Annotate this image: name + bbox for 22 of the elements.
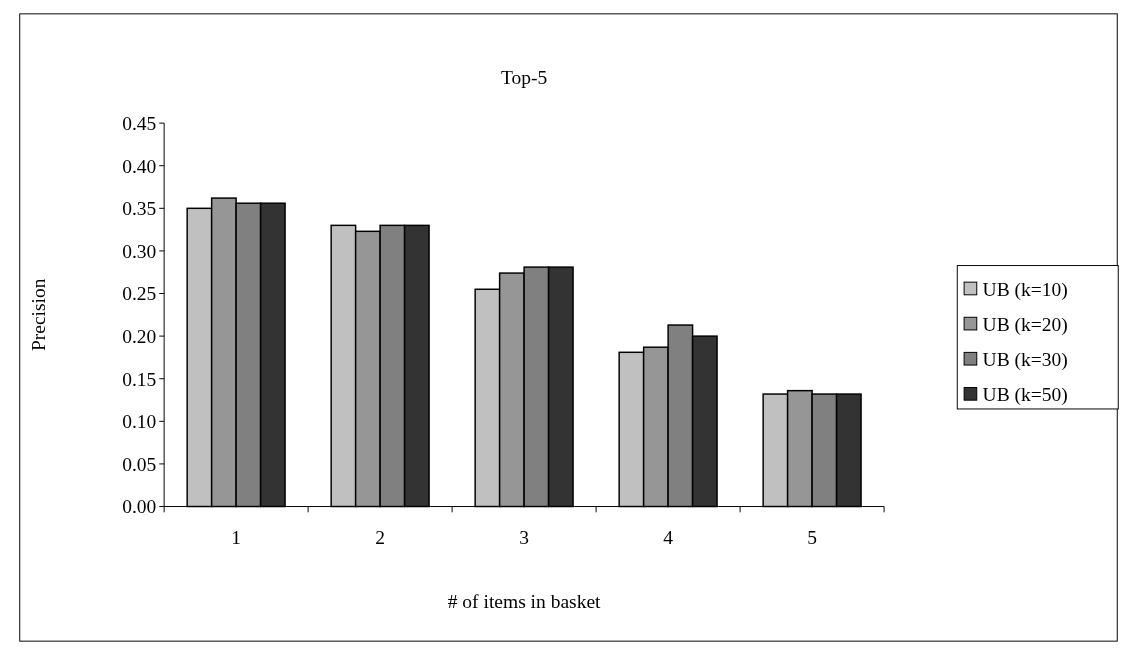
x-tick-label: 2 <box>375 526 385 548</box>
legend-label: UB (k=20) <box>982 313 1068 336</box>
y-tick-label: 0.45 <box>122 112 157 134</box>
x-tick-label: 5 <box>807 526 817 548</box>
y-tick-label: 0.30 <box>122 240 157 262</box>
legend-label: UB (k=10) <box>982 278 1068 301</box>
y-axis-title: Precision <box>28 278 50 352</box>
y-tick-label: 0.25 <box>122 283 157 305</box>
y-tick-label: 0.15 <box>122 368 157 390</box>
y-tick-label: 0.20 <box>122 325 157 347</box>
y-tick-label: 0.05 <box>122 453 157 475</box>
y-tick-label: 0.40 <box>122 155 157 177</box>
y-tick-label: 0.00 <box>122 496 157 518</box>
x-axis-title: # of items in basket <box>447 590 602 612</box>
x-tick-label: 4 <box>663 526 674 548</box>
y-tick-label: 0.10 <box>122 411 157 433</box>
chart-title: Top-5 <box>500 67 548 89</box>
y-tick-label: 0.35 <box>122 198 157 220</box>
x-tick-label: 1 <box>231 526 241 548</box>
x-tick-label: 3 <box>519 526 529 548</box>
legend-label: UB (k=30) <box>982 349 1068 372</box>
legend-label: UB (k=50) <box>982 384 1068 407</box>
